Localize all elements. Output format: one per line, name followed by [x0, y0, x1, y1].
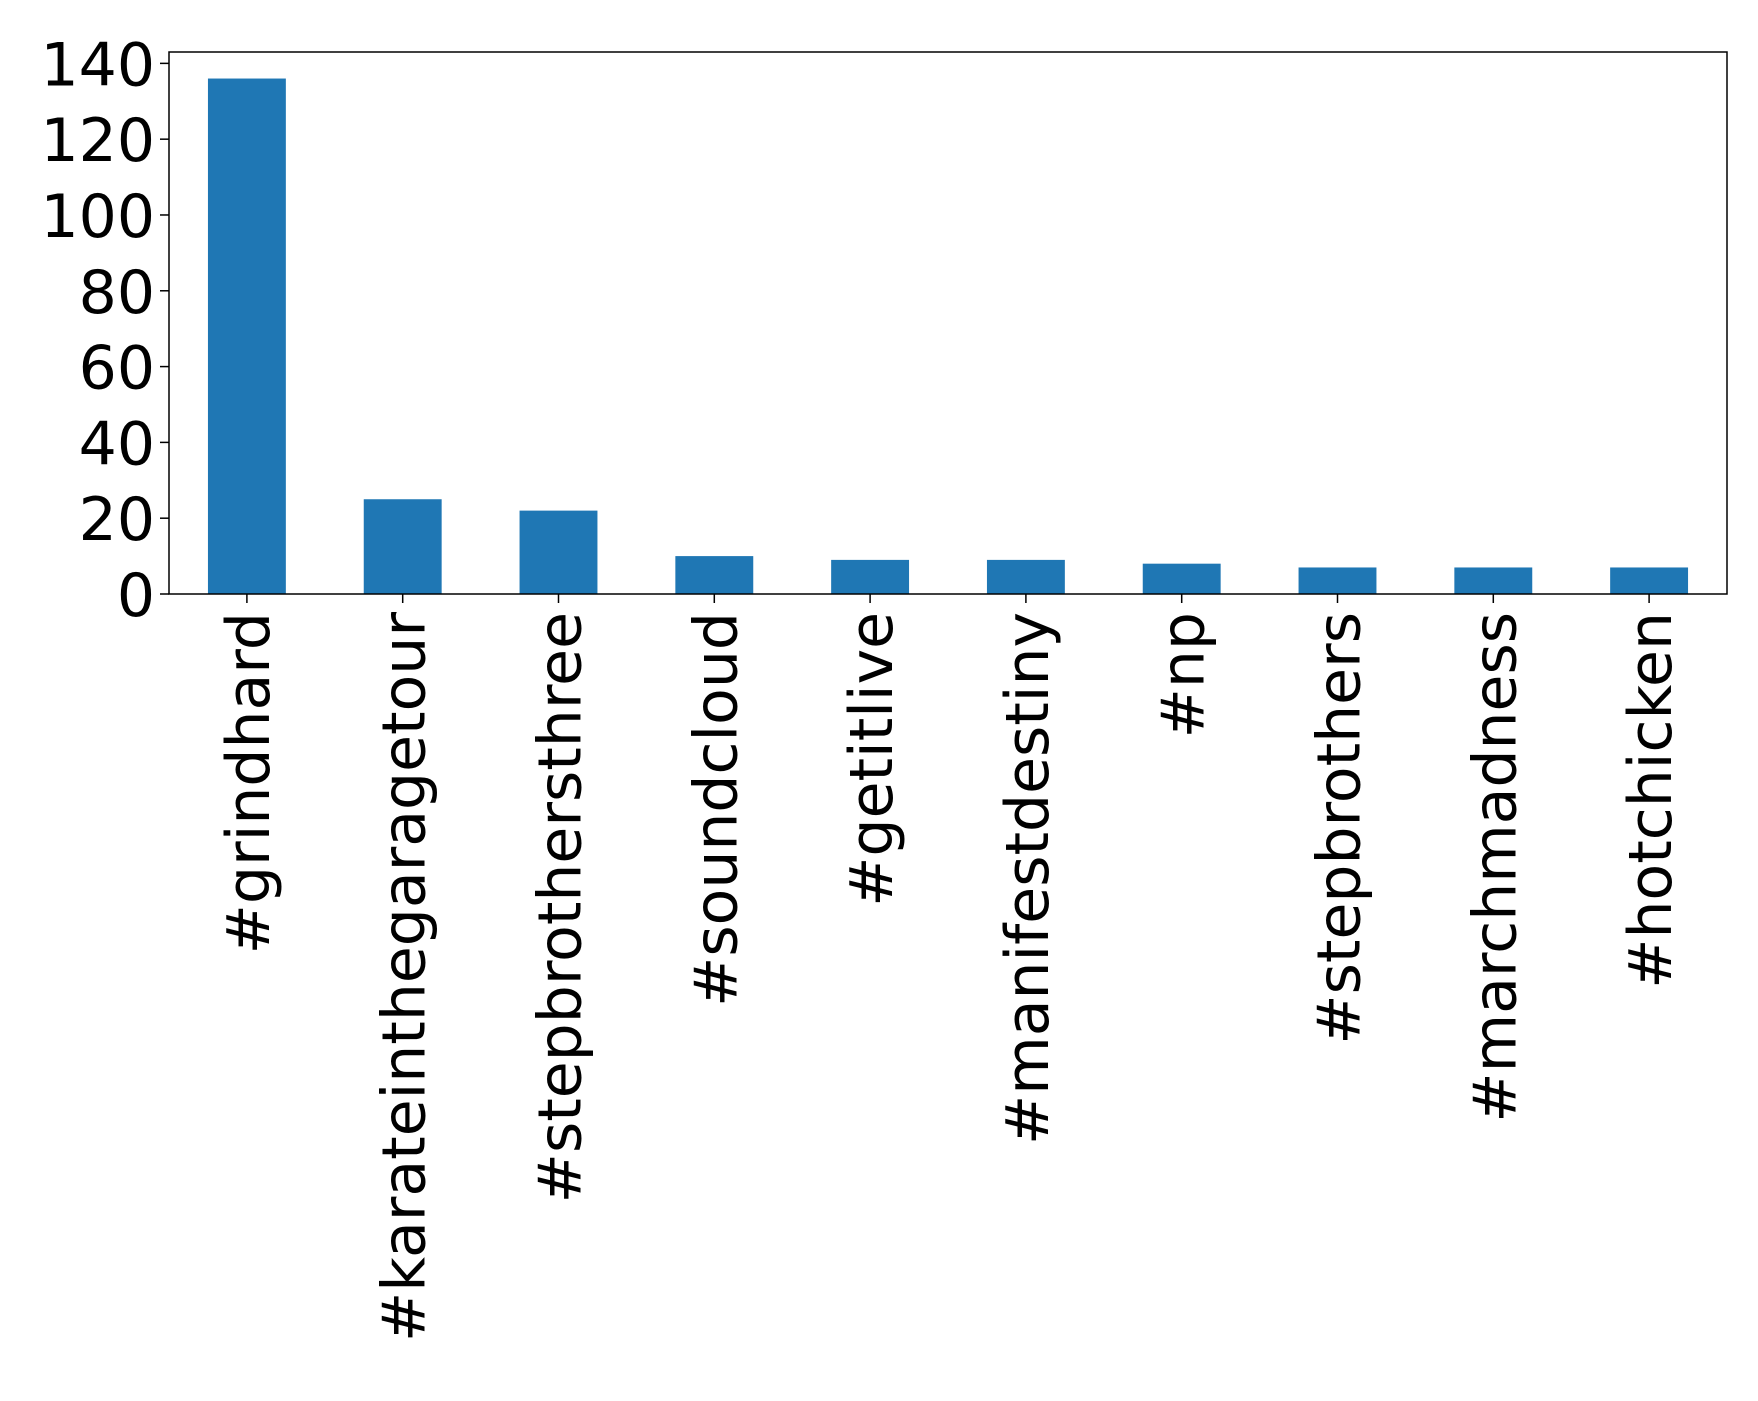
bar-getitlive — [831, 559, 910, 594]
x-axis: #grindhard #karateinthegaragetour #stepbro… — [214, 594, 1686, 1342]
bar-np — [1142, 563, 1221, 594]
bar-stepbrothers — [1298, 567, 1377, 594]
x-tick-label: #np — [1149, 612, 1219, 738]
y-tick-label: 60 — [79, 334, 155, 404]
y-tick-label: 100 — [40, 182, 155, 252]
y-tick-label: 40 — [79, 409, 155, 479]
x-tick-label: #soundcloud — [681, 612, 751, 1007]
x-tick-label: #hotchicken — [1616, 612, 1686, 989]
x-tick-label: #stepbrothers — [1305, 612, 1375, 1045]
bars-group — [207, 78, 1689, 594]
x-tick-label: #getitlive — [837, 612, 907, 907]
x-tick-label: #grindhard — [214, 612, 284, 954]
bar-karateinthegaragetour — [363, 499, 442, 594]
plot-frame — [168, 51, 1728, 595]
y-tick-label: 120 — [40, 106, 155, 176]
y-tick-label: 140 — [40, 30, 155, 100]
bar-grindhard — [207, 78, 286, 594]
x-tick-label: #marchmadness — [1460, 612, 1530, 1123]
x-tick-label: #manifestdestiny — [993, 612, 1063, 1145]
x-tick-label: #karateinthegaragetour — [370, 612, 440, 1342]
bar-stepbrothersthree — [519, 510, 598, 594]
bar-marchmadness — [1454, 567, 1533, 594]
y-tick-label: 0 — [117, 561, 155, 631]
x-tick-label: #stepbrothersthree — [526, 612, 596, 1203]
bar-hotchicken — [1610, 567, 1689, 594]
bar-soundcloud — [675, 556, 754, 594]
bar-manifestdestiny — [986, 559, 1065, 594]
y-tick-label: 20 — [79, 485, 155, 555]
y-tick-label: 80 — [79, 258, 155, 328]
